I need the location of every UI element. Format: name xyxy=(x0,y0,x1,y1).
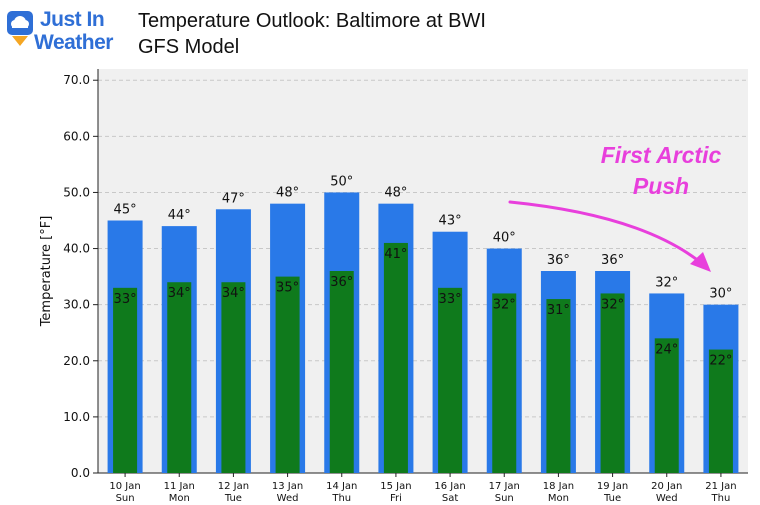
x-tick-day-label: Fri xyxy=(390,493,402,504)
low-temp-bar xyxy=(708,349,733,473)
x-tick-day-label: Sun xyxy=(116,493,135,504)
weather-cloud-icon xyxy=(7,11,33,46)
x-tick-date-label: 10 Jan xyxy=(109,481,140,492)
y-tick-label: 70.0 xyxy=(63,73,90,87)
low-temp-label: 24° xyxy=(655,342,678,357)
low-temp-label: 35° xyxy=(276,281,299,296)
y-tick-label: 40.0 xyxy=(63,242,90,256)
low-temp-label: 34° xyxy=(168,286,191,301)
header: Just In Weather Temperature Outlook: Bal… xyxy=(0,0,760,62)
x-tick-date-label: 13 Jan xyxy=(272,481,303,492)
x-tick-day-label: Sun xyxy=(495,493,514,504)
low-temp-label: 41° xyxy=(384,247,407,262)
high-temp-label: 44° xyxy=(168,208,191,223)
y-tick-label: 50.0 xyxy=(63,185,90,199)
high-temp-label: 45° xyxy=(114,203,137,218)
x-tick-date-label: 18 Jan xyxy=(543,481,574,492)
high-temp-label: 36° xyxy=(547,253,570,268)
x-tick-date-label: 20 Jan xyxy=(651,481,682,492)
y-tick-label: 30.0 xyxy=(63,298,90,312)
low-temp-bar xyxy=(600,293,625,473)
low-temp-label: 31° xyxy=(547,303,570,318)
high-temp-label: 48° xyxy=(276,186,299,201)
low-temp-bar xyxy=(654,338,679,473)
low-temp-label: 22° xyxy=(709,354,732,369)
low-temp-bar xyxy=(221,282,246,473)
y-tick-label: 20.0 xyxy=(63,354,90,368)
high-temp-label: 30° xyxy=(709,287,732,302)
x-tick-day-label: Thu xyxy=(711,493,731,504)
chart-subtitle: GFS Model xyxy=(138,36,240,58)
x-tick-date-label: 16 Jan xyxy=(434,481,465,492)
x-tick-day-label: Wed xyxy=(656,493,678,504)
x-tick-date-label: 12 Jan xyxy=(218,481,249,492)
brand-logo: Just In Weather xyxy=(6,6,134,56)
low-temp-label: 33° xyxy=(439,292,462,307)
high-temp-label: 43° xyxy=(439,214,462,229)
low-temp-label: 32° xyxy=(601,297,624,312)
annotation-line2: Push xyxy=(633,173,689,199)
low-temp-label: 36° xyxy=(330,275,353,290)
plot-area: 0.0 10.0 20.0 30.0 40.0 50.0 60.0 70.0 Temperatu… xyxy=(39,69,748,504)
low-temp-bar xyxy=(275,276,300,473)
annotation-arrow xyxy=(508,200,702,264)
low-temp-bar xyxy=(113,287,138,473)
x-tick-date-label: 14 Jan xyxy=(326,481,357,492)
high-temp-label: 50° xyxy=(330,174,353,189)
y-tick-label: 60.0 xyxy=(63,129,90,143)
low-temp-bar xyxy=(383,242,408,473)
x-tick-date-label: 17 Jan xyxy=(489,481,520,492)
x-tick-date-label: 11 Jan xyxy=(164,481,195,492)
brand-name-line2: Weather xyxy=(34,31,113,54)
x-tick-date-label: 15 Jan xyxy=(380,481,411,492)
high-temp-label: 32° xyxy=(655,275,678,290)
x-tick-day-label: Mon xyxy=(548,493,569,504)
x-tick-day-label: Thu xyxy=(331,493,351,504)
y-tick-label: 10.0 xyxy=(63,410,90,424)
low-temp-bar xyxy=(167,282,192,473)
high-temp-label: 40° xyxy=(493,231,516,246)
low-temp-label: 33° xyxy=(114,292,137,307)
x-tick-date-label: 21 Jan xyxy=(705,481,736,492)
x-tick-day-label: Wed xyxy=(277,493,299,504)
low-temp-bar xyxy=(492,293,517,473)
y-axis-label: Temperature [°F] xyxy=(39,216,54,328)
low-temp-bar xyxy=(546,299,571,473)
annotation-group: First Arctic Push xyxy=(508,142,722,272)
brand-name-line1: Just In xyxy=(40,8,105,31)
low-temp-label: 34° xyxy=(222,286,245,301)
high-temp-label: 48° xyxy=(384,186,407,201)
x-tick-day-label: Mon xyxy=(169,493,190,504)
x-tick-date-label: 19 Jan xyxy=(597,481,628,492)
low-temp-bar xyxy=(329,271,354,473)
high-temp-label: 36° xyxy=(601,253,624,268)
high-temp-label: 47° xyxy=(222,191,245,206)
x-tick-day-label: Sat xyxy=(442,493,458,504)
annotation-line1: First Arctic xyxy=(601,142,722,168)
low-temp-bar xyxy=(438,287,463,473)
chart-title: Temperature Outlook: Baltimore at BWI xyxy=(138,10,486,32)
x-tick-day-label: Tue xyxy=(603,493,621,504)
annotation-arrowhead xyxy=(690,252,711,272)
low-temp-label: 32° xyxy=(493,297,516,312)
x-tick-day-label: Tue xyxy=(224,493,242,504)
y-tick-label: 0.0 xyxy=(71,466,90,480)
